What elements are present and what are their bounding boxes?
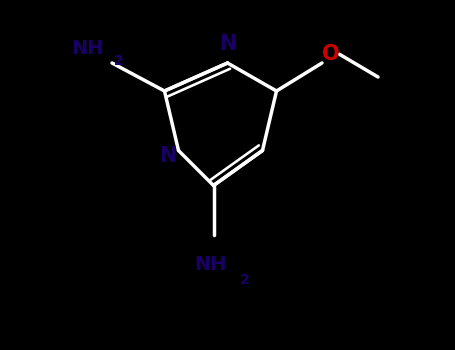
Text: 2: 2 xyxy=(114,54,123,68)
Text: N: N xyxy=(219,34,236,54)
Text: N: N xyxy=(159,146,177,166)
Text: 2: 2 xyxy=(240,273,249,287)
Text: NH: NH xyxy=(194,255,226,274)
Text: O: O xyxy=(322,44,339,64)
Text: NH: NH xyxy=(71,40,104,58)
